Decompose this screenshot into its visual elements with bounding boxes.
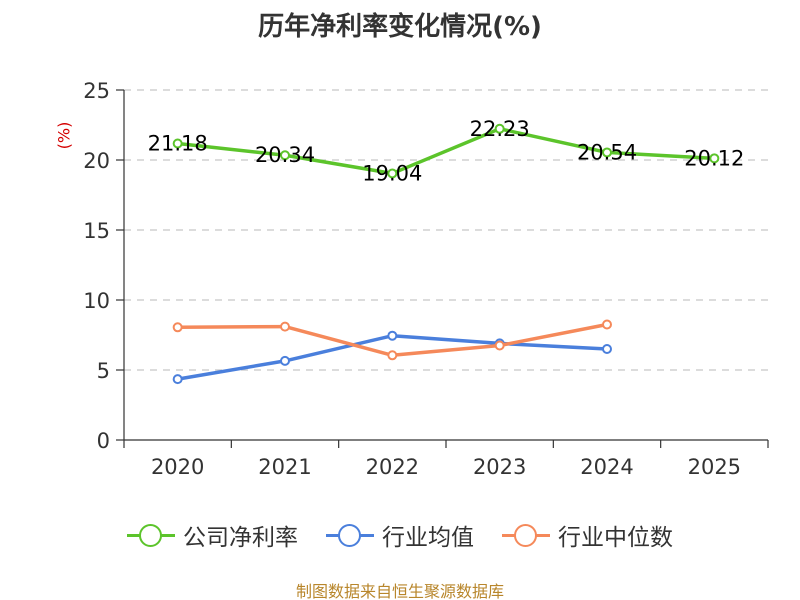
legend-label: 行业均值 [382,525,474,551]
data-label: 19.04 [362,161,422,185]
legend-swatch [127,523,175,547]
y-tick-label: 10 [83,289,110,313]
data-label: 20.12 [684,146,744,170]
legend-marker [338,524,361,547]
source-note: 制图数据来自恒生聚源数据库 [295,582,504,600]
legend-item[interactable]: 公司净利率 [127,518,298,552]
chart-legend: 公司净利率 行业均值 行业中位数 [0,518,800,552]
chart-title: 历年净利率变化情况(%) [258,12,542,42]
legend-marker [139,524,162,547]
y-tick-label: 15 [83,219,110,243]
data-point [709,153,720,164]
legend-swatch [326,523,374,547]
data-point [172,322,183,333]
data-label: 21.18 [148,131,208,155]
data-point [494,340,505,351]
x-tick-label: 2021 [258,455,311,479]
data-label: 20.34 [255,143,315,167]
data-point [172,374,183,385]
data-point [280,150,290,161]
data-label: 20.54 [577,140,637,164]
y-tick-label: 20 [83,149,110,173]
y-tick-label: 0 [97,429,110,453]
series-line [175,127,717,176]
data-point [602,147,612,158]
x-tick-label: 2023 [473,455,526,479]
data-point [602,344,612,354]
y-tick-label: 5 [97,359,110,383]
legend-label: 公司净利率 [183,525,298,551]
y-tick-label: 25 [83,79,110,103]
legend-item[interactable]: 行业均值 [326,518,474,552]
data-point [280,355,290,366]
legend-label: 行业中位数 [558,525,673,551]
legend-swatch [502,523,550,547]
x-tick-label: 2022 [366,455,419,479]
x-tick-label: 2020 [151,455,204,479]
legend-marker [514,524,537,547]
legend-item[interactable]: 行业中位数 [502,518,673,552]
x-tick-label: 2025 [688,455,741,479]
data-point [387,350,398,361]
data-point [172,138,183,149]
data-point [280,321,290,332]
data-point [387,330,398,341]
data-label: 22.23 [470,117,530,141]
data-point [387,168,398,179]
data-point [602,319,612,330]
x-tick-label: 2024 [580,455,633,479]
data-point [494,123,505,134]
